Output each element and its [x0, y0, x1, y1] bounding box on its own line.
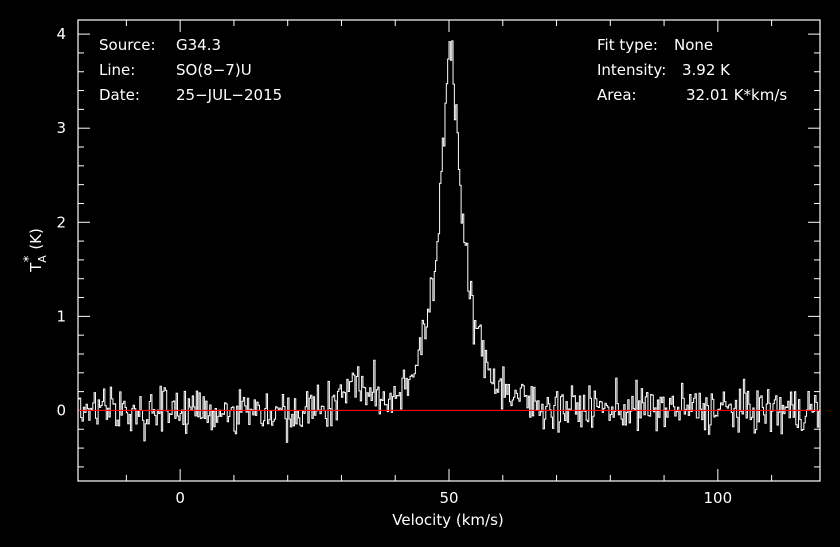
source-key: Source:: [99, 36, 156, 54]
date-key: Date:: [99, 86, 140, 104]
source-value: G34.3: [176, 36, 221, 54]
fit-type-key: Fit type:: [597, 36, 658, 54]
line-key: Line:: [99, 61, 135, 79]
plot-frame: [77, 19, 821, 482]
y-axis-label-unit: (K): [27, 228, 45, 250]
area-value: 32.01 K*km/s: [686, 86, 787, 104]
x-tick-label: 50: [439, 489, 458, 507]
fit-type-value: None: [674, 36, 713, 54]
y-tick-label: 4: [56, 25, 66, 43]
y-axis-label-sub: A: [36, 255, 49, 263]
y-tick-label: 1: [56, 307, 66, 325]
y-tick-label: 3: [56, 119, 66, 137]
info-panel-left: Source: G34.3 Line: SO(8−7)U Date: 25−JU…: [99, 36, 282, 104]
svg-text:TA*(K): TA* (K): [22, 228, 49, 273]
y-axis-label-main: T: [27, 262, 45, 273]
spectrum-series-line: [78, 40, 820, 443]
y-axis-label-sup: *: [22, 255, 37, 262]
axis-ticks: [78, 20, 820, 481]
y-tick-label: 2: [56, 213, 66, 231]
intensity-key: Intensity:: [597, 61, 666, 79]
date-value: 25−JUL−2015: [176, 86, 282, 104]
x-axis-label: Velocity (km/s): [392, 511, 503, 529]
x-tick-label: 100: [704, 489, 733, 507]
plot-area: [78, 40, 820, 443]
y-axis-label: TA* (K): [22, 228, 49, 273]
axis-tick-labels: 0 50 100 0 1 2 3 4: [56, 25, 732, 507]
x-tick-label: 0: [175, 489, 185, 507]
area-key: Area:: [597, 86, 637, 104]
line-value: SO(8−7)U: [176, 61, 252, 79]
y-tick-label: 0: [56, 401, 66, 419]
intensity-value: 3.92 K: [682, 61, 731, 79]
info-panel-right: Fit type: None Intensity: 3.92 K Area: 3…: [597, 36, 787, 104]
